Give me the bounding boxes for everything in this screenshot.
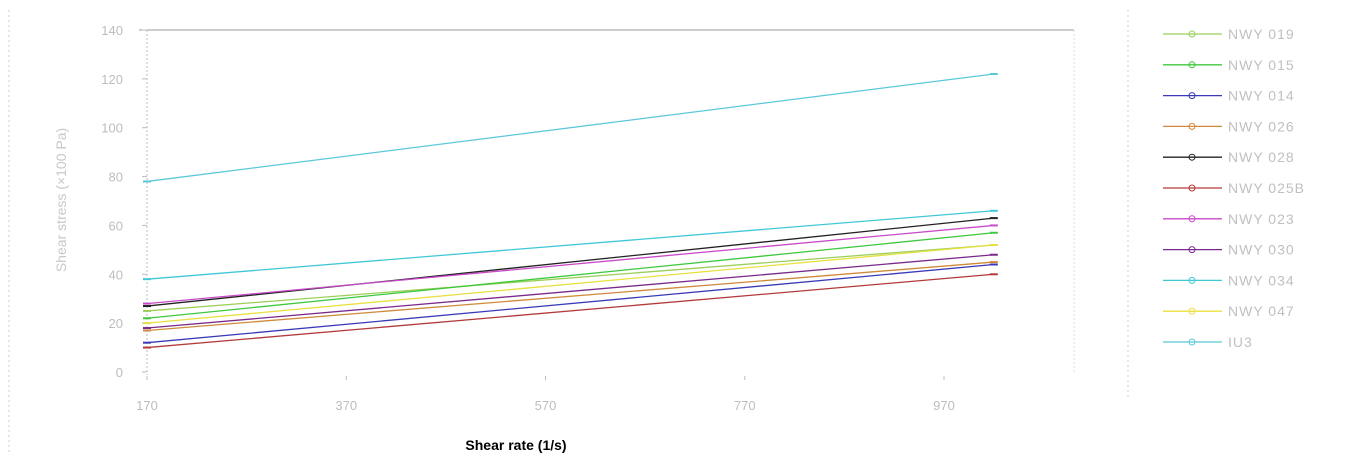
- legend-item: NWY 026: [1163, 118, 1295, 134]
- legend-item: NWY 023: [1163, 211, 1295, 227]
- series-nwy-028: [143, 217, 998, 308]
- legend-label: NWY 015: [1228, 57, 1295, 73]
- series-iu3: [143, 72, 998, 183]
- legend-label: NWY 028: [1228, 149, 1295, 165]
- legend-item: NWY 015: [1163, 57, 1295, 73]
- series-nwy-026: [143, 261, 998, 332]
- legend-item: NWY 025B: [1163, 180, 1305, 196]
- y-tick-label: 60: [109, 218, 123, 233]
- series-group: [143, 72, 998, 349]
- series-line: [146, 254, 994, 329]
- y-tick-label: 120: [101, 72, 123, 87]
- legend-item: NWY 047: [1163, 303, 1295, 319]
- legend-marker: [1188, 30, 1196, 38]
- series-nwy-047: [143, 243, 998, 325]
- y-tick-label: 100: [101, 121, 123, 136]
- legend-label: NWY 019: [1228, 26, 1295, 42]
- series-nwy-030: [143, 253, 998, 330]
- series-nwy-034: [143, 209, 998, 281]
- legend-marker: [1188, 92, 1196, 100]
- legend-marker: [1188, 61, 1196, 69]
- legend-label: NWY 025B: [1228, 180, 1305, 196]
- series-line: [146, 273, 994, 349]
- x-tick-label: 170: [136, 398, 158, 413]
- legend-item: IU3: [1163, 334, 1253, 350]
- legend-label: NWY 030: [1228, 242, 1295, 258]
- legend-label: NWY 034: [1228, 272, 1295, 288]
- y-tick-label: 80: [109, 170, 123, 185]
- legend-marker: [1188, 338, 1196, 346]
- series-nwy-023: [143, 224, 998, 305]
- series-line: [146, 232, 994, 319]
- legend-marker: [1188, 307, 1196, 315]
- series-line: [146, 263, 994, 344]
- series-line: [146, 244, 994, 324]
- series-nwy-014: [143, 263, 998, 344]
- y-tick-group: 0 20 40 60 80 100 120 140: [101, 23, 147, 380]
- legend-marker: [1188, 246, 1196, 254]
- y-tick-label: 40: [109, 267, 123, 282]
- legend-marker: [1188, 184, 1196, 192]
- legend: NWY 019 NWY 015 NWY 014 NWY 026 NWY 028 NWY 0…: [1163, 26, 1305, 350]
- legend-label: NWY 014: [1228, 88, 1295, 104]
- x-tick-group: 170 370 570 770 970: [136, 376, 955, 413]
- legend-item: NWY 019: [1163, 26, 1295, 42]
- x-tick-label: 970: [933, 398, 955, 413]
- series-line: [146, 261, 994, 332]
- legend-label: NWY 026: [1228, 118, 1295, 134]
- legend-item: NWY 034: [1163, 272, 1295, 288]
- x-tick-label: 770: [734, 398, 756, 413]
- series-line: [146, 73, 994, 183]
- legend-marker: [1188, 153, 1196, 161]
- x-axis-title: Shear rate (1/s): [465, 437, 566, 453]
- series-line: [146, 244, 994, 312]
- x-tick-label: 370: [335, 398, 357, 413]
- series-line: [146, 224, 994, 305]
- y-tick-label: 140: [101, 23, 123, 38]
- series-nwy-025b: [143, 273, 998, 349]
- legend-marker: [1188, 215, 1196, 223]
- x-tick-label: 570: [535, 398, 557, 413]
- legend-marker: [1188, 276, 1196, 284]
- legend-label: NWY 047: [1228, 303, 1295, 319]
- legend-item: NWY 014: [1163, 88, 1295, 104]
- legend-item: NWY 030: [1163, 242, 1295, 258]
- series-nwy-015: [143, 231, 998, 320]
- y-tick-label: 0: [116, 365, 123, 380]
- legend-label: IU3: [1228, 334, 1253, 350]
- legend-marker: [1188, 122, 1196, 130]
- y-axis-title: Shear stress (×100 Pa): [53, 128, 69, 272]
- legend-label: NWY 023: [1228, 211, 1295, 227]
- series-line: [146, 210, 994, 280]
- y-tick-label: 20: [109, 316, 123, 331]
- series-line: [146, 217, 994, 307]
- legend-item: NWY 028: [1163, 149, 1295, 165]
